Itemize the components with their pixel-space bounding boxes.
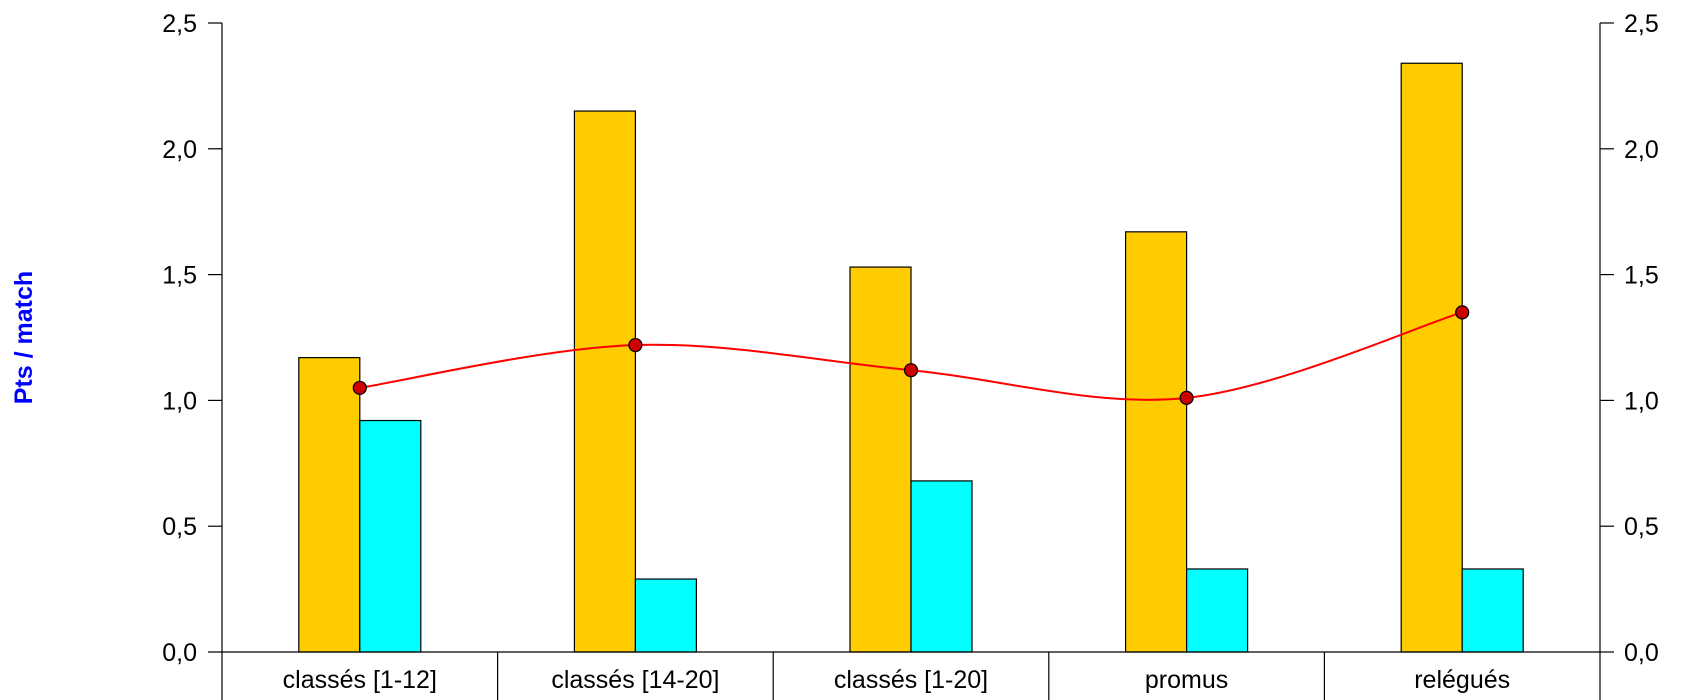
bar-series1-3 bbox=[849, 266, 912, 653]
y-axis-title: Pts / match bbox=[10, 271, 38, 404]
line-series bbox=[352, 305, 1470, 405]
category-label: relégués bbox=[1414, 666, 1510, 694]
left-tick-label: 2,0 bbox=[162, 136, 197, 164]
category-label: classés [1-12] bbox=[283, 666, 437, 694]
line-point-2 bbox=[628, 337, 643, 353]
right-tick-label: 2,5 bbox=[1624, 10, 1659, 38]
line-point-5 bbox=[1455, 305, 1470, 320]
category-label: classés [1-20] bbox=[834, 666, 988, 694]
x-axis: classés [1-12] classés [14-20] classés [1-… bbox=[222, 651, 1600, 700]
line-point-3 bbox=[903, 363, 919, 378]
bar-series2-3 bbox=[910, 480, 973, 653]
left-tick-label: 1,0 bbox=[162, 387, 197, 415]
left-tick-label: 0,5 bbox=[162, 513, 197, 541]
right-tick-label: 0,5 bbox=[1624, 513, 1659, 541]
left-tick-label: 1,5 bbox=[162, 262, 197, 290]
right-tick-label: 1,5 bbox=[1624, 262, 1659, 290]
left-tick-label: 0,0 bbox=[162, 639, 197, 667]
right-tick-label: 0,0 bbox=[1624, 639, 1659, 667]
bar-series1-5 bbox=[1400, 62, 1463, 653]
line-point-4 bbox=[1179, 390, 1194, 405]
bar-series2-2 bbox=[634, 578, 698, 653]
bar-series1-1 bbox=[298, 357, 361, 653]
bar-series2-1 bbox=[359, 419, 422, 653]
bar-series2-5 bbox=[1461, 568, 1524, 653]
bar-series1-2 bbox=[573, 110, 637, 653]
category-label: classés [14-20] bbox=[551, 666, 719, 694]
category-label: promus bbox=[1145, 666, 1228, 694]
left-tick-label: 2,5 bbox=[162, 10, 197, 38]
bars bbox=[298, 62, 1524, 653]
right-tick-label: 1,0 bbox=[1624, 387, 1659, 415]
bar-series1-4 bbox=[1124, 231, 1188, 653]
right-y-axis: 0,0 0,5 1,0 1,5 2,0 2,5 bbox=[1599, 10, 1659, 700]
left-y-axis: 0,0 0,5 1,0 1,5 2,0 2,5 bbox=[162, 10, 223, 700]
line-point-1 bbox=[352, 380, 367, 395]
right-tick-label: 2,0 bbox=[1624, 136, 1659, 164]
bar-series2-4 bbox=[1185, 568, 1249, 653]
